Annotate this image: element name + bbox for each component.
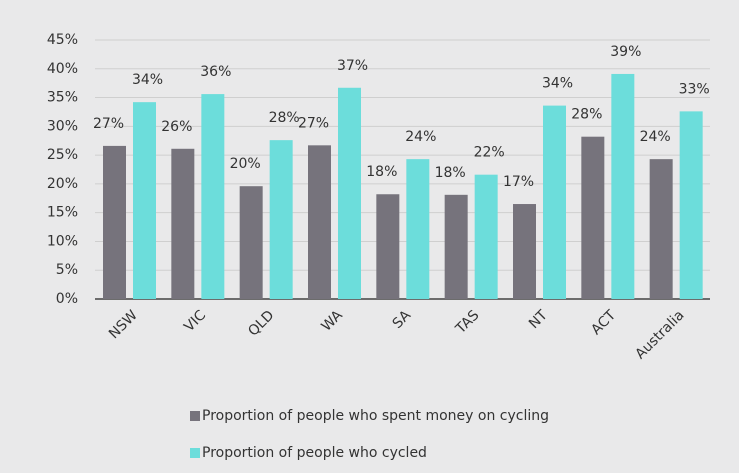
- legend-label: Proportion of people who spent money on …: [202, 408, 549, 424]
- bar: [513, 204, 536, 299]
- value-label: 17%: [503, 174, 534, 190]
- bar: [543, 105, 566, 299]
- y-tick-label: 35%: [47, 90, 78, 106]
- bar: [308, 145, 331, 299]
- value-label: 36%: [200, 64, 231, 80]
- y-tick-label: 40%: [47, 61, 78, 77]
- value-label: 20%: [230, 156, 261, 172]
- bar: [444, 194, 468, 299]
- value-label: 39%: [610, 44, 641, 60]
- bar: [679, 111, 703, 299]
- value-label: 18%: [366, 164, 397, 180]
- bar: [376, 194, 400, 299]
- value-label: 33%: [679, 81, 710, 97]
- y-tick-label: 25%: [47, 147, 78, 163]
- value-label: 24%: [640, 129, 671, 145]
- bar: [474, 174, 498, 299]
- value-label: 34%: [542, 76, 573, 92]
- bar: [171, 148, 195, 299]
- y-tick-label: 5%: [56, 262, 78, 278]
- bar: [133, 102, 156, 299]
- bar: [581, 136, 605, 299]
- bar: [269, 140, 293, 299]
- y-tick-label: 45%: [47, 32, 78, 48]
- value-label: 27%: [298, 115, 329, 131]
- value-label: 37%: [337, 58, 368, 74]
- bar: [406, 159, 430, 299]
- y-tick-label: 0%: [56, 291, 78, 307]
- legend-label: Proportion of people who cycled: [202, 445, 427, 461]
- bar: [338, 87, 361, 299]
- value-label: 28%: [571, 107, 602, 123]
- y-tick-label: 20%: [47, 176, 78, 192]
- value-label: 24%: [405, 129, 436, 145]
- value-label: 18%: [435, 165, 466, 181]
- y-tick-label: 10%: [47, 233, 78, 249]
- y-tick-label: 30%: [47, 118, 78, 134]
- value-label: 34%: [132, 72, 163, 88]
- value-label: 26%: [161, 119, 192, 135]
- bar: [201, 94, 225, 299]
- value-label: 27%: [93, 116, 124, 132]
- legend-swatch: [190, 411, 200, 421]
- legend-swatch: [190, 448, 200, 458]
- value-label: 22%: [474, 145, 505, 161]
- bar: [649, 159, 673, 299]
- y-tick-label: 15%: [47, 205, 78, 221]
- value-label: 28%: [269, 110, 300, 126]
- bar: [239, 186, 263, 299]
- bar: [611, 73, 635, 299]
- bar: [103, 145, 126, 299]
